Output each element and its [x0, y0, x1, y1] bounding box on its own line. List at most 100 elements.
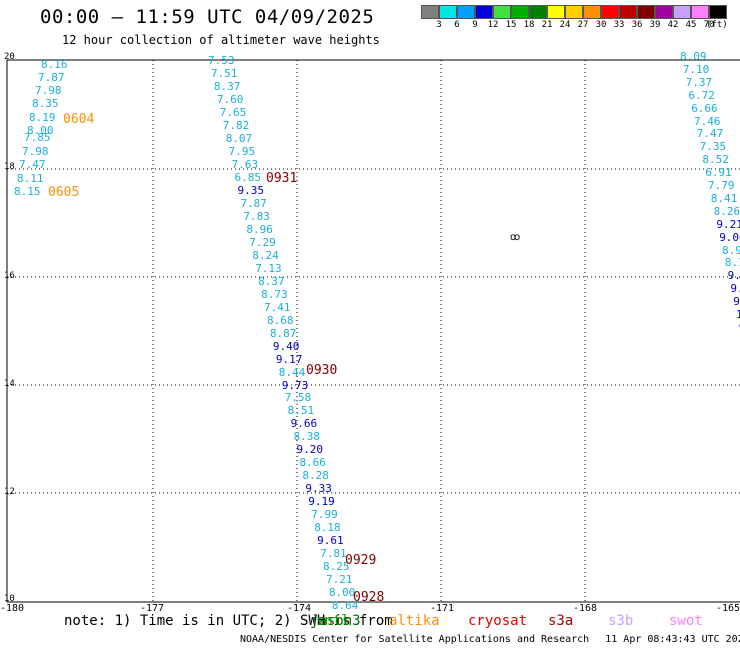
wave-height-value: 8.09 — [680, 50, 707, 63]
wave-height-value: 8.41 — [710, 191, 738, 205]
sat-jason3: jason3 — [310, 613, 361, 629]
pass-label: 0930 — [306, 363, 338, 378]
wave-height-value: 7.87 — [38, 71, 65, 84]
wave-height-value: 7.47 — [696, 127, 724, 141]
legend-label: 12 — [487, 20, 499, 30]
wave-height-value: 9.21 — [716, 217, 740, 231]
pass-label: 0605 — [48, 185, 80, 200]
wave-height-value: 7.83 — [243, 209, 270, 223]
note-text: note: 1) Time is in UTC; 2) SWH is from — [64, 613, 393, 629]
wave-height-value: 7.21 — [326, 573, 353, 587]
pass-label: 0604 — [63, 112, 95, 127]
legend-label: 36 — [631, 20, 643, 30]
sat-cryosat: cryosat — [468, 613, 528, 629]
wave-height-value: 7.41 — [264, 300, 291, 314]
wave-height-value: 8.68 — [267, 313, 294, 327]
wave-height-value: 9.5 — [727, 269, 740, 283]
sat-s3b: s3b — [608, 613, 634, 629]
wave-height-value: 9.17 — [275, 352, 303, 366]
wave-height-value: 8.96 — [246, 222, 273, 236]
credit-text: NOAA/NESDIS Center for Satellite Applica… — [240, 634, 590, 645]
lon-label-168: -168 — [573, 603, 598, 614]
wave-height-value: 8.1 — [724, 256, 740, 270]
wave-height-value: 8.15 — [14, 185, 41, 198]
wave-height-value: 7.60 — [216, 92, 244, 106]
chart-subtitle: 12 hour collection of altimeter wave hei… — [62, 33, 380, 47]
wave-height-value: 7.81 — [320, 547, 347, 561]
map-grid — [7, 60, 740, 602]
wave-height-value: 7.65 — [219, 105, 247, 119]
legend-label: 30 — [595, 20, 607, 30]
wave-height-value: 7.29 — [249, 235, 276, 249]
wave-height-value: 8.87 — [269, 326, 297, 340]
wave-height-value: 8.25 — [323, 560, 350, 574]
legend-swatch — [601, 5, 619, 19]
legend-label: 27 — [577, 20, 589, 30]
legend-swatch — [637, 5, 655, 19]
legend-label: 18 — [523, 20, 535, 30]
wave-height-value: 8.00 — [27, 124, 54, 137]
sat-swot: swot — [669, 613, 703, 629]
legend-swatch — [475, 5, 493, 19]
wave-height-value: 7.46 — [694, 114, 721, 128]
wave-height-value: 7.53 — [208, 54, 235, 67]
wave-height-value: 9 — [733, 295, 740, 309]
chart-title: 00:00 – 11:59 UTC 04/09/2025 — [40, 6, 375, 28]
legend-swatch — [565, 5, 583, 19]
legend-swatch — [493, 5, 511, 19]
wave-height-value: 8.28 — [302, 469, 329, 483]
lon-label-177: -177 — [140, 603, 165, 614]
footer-credit: NOAA/NESDIS Center for Satellite Applica… — [240, 634, 740, 645]
legend-label: 45 — [685, 20, 697, 30]
wave-height-value: 6.91 — [705, 166, 732, 180]
legend-swatch — [673, 5, 691, 19]
wave-height-value: 8.52 — [702, 153, 729, 167]
wave-height-value: 9.40 — [272, 339, 300, 353]
legend-swatch — [709, 5, 727, 19]
sat-sntl: sntl — [316, 613, 350, 629]
wave-height-value: 7.95 — [228, 144, 256, 158]
wave-height-value: 7.13 — [255, 261, 282, 275]
pass-label: 0931 — [266, 171, 298, 186]
wave-height-value: 8.38 — [293, 430, 321, 444]
legend-label: 33 — [613, 20, 625, 30]
wave-height-value: 8.19 — [29, 111, 56, 124]
wave-height-value: 8.07 — [225, 131, 253, 145]
legend-swatch — [583, 5, 601, 19]
pass-label: 0928 — [353, 590, 385, 605]
wave-height-value: 9.33 — [305, 482, 332, 496]
pass-label: 0929 — [345, 553, 377, 568]
wave-height-value: 9 — [739, 322, 740, 333]
wave-height-value: 7.63 — [231, 157, 259, 171]
wave-height-value: 9.8 — [730, 282, 740, 296]
wave-height-value: 9.61 — [317, 534, 344, 548]
legend-label: 42 — [667, 20, 679, 30]
satellite-note: note: 1) Time is in UTC; 2) SWH is from — [64, 613, 393, 629]
wave-height-value: 8.16 — [41, 58, 68, 71]
wave-height-value: 9.66 — [290, 417, 318, 431]
wave-height-value: 8.66 — [299, 456, 326, 470]
lat-label-14: 14 — [4, 379, 15, 389]
wave-height-value: 7.47 — [19, 158, 46, 171]
legend-label: 39 — [649, 20, 661, 30]
sat-s3a: s3a — [548, 613, 574, 629]
wave-height-value: 8.24 — [252, 248, 279, 262]
map-frame — [6, 59, 740, 603]
wave-height-value: 7.85 — [24, 131, 51, 144]
wave-height-value: 7.58 — [284, 391, 312, 405]
wave-height-value: 7.35 — [699, 140, 727, 154]
wave-height-value: 7.79 — [708, 179, 735, 192]
wave-height-value: 10 — [736, 308, 740, 321]
legend-label: 6 — [454, 20, 460, 30]
wave-height-value: 9.06 — [719, 230, 740, 244]
wave-height-value: 8.18 — [314, 521, 341, 535]
legend-swatch — [421, 5, 439, 19]
wave-height-value: 9.20 — [296, 443, 324, 457]
legend-label: 15 — [505, 20, 517, 30]
wave-height-value: 6.66 — [691, 101, 718, 115]
island-icon: ꝏ — [510, 232, 521, 243]
wave-height-value: 8.37 — [213, 79, 241, 93]
lon-label-171: -171 — [430, 603, 455, 614]
wave-height-value: 8.11 — [17, 172, 44, 185]
legend-swatch — [691, 5, 709, 19]
